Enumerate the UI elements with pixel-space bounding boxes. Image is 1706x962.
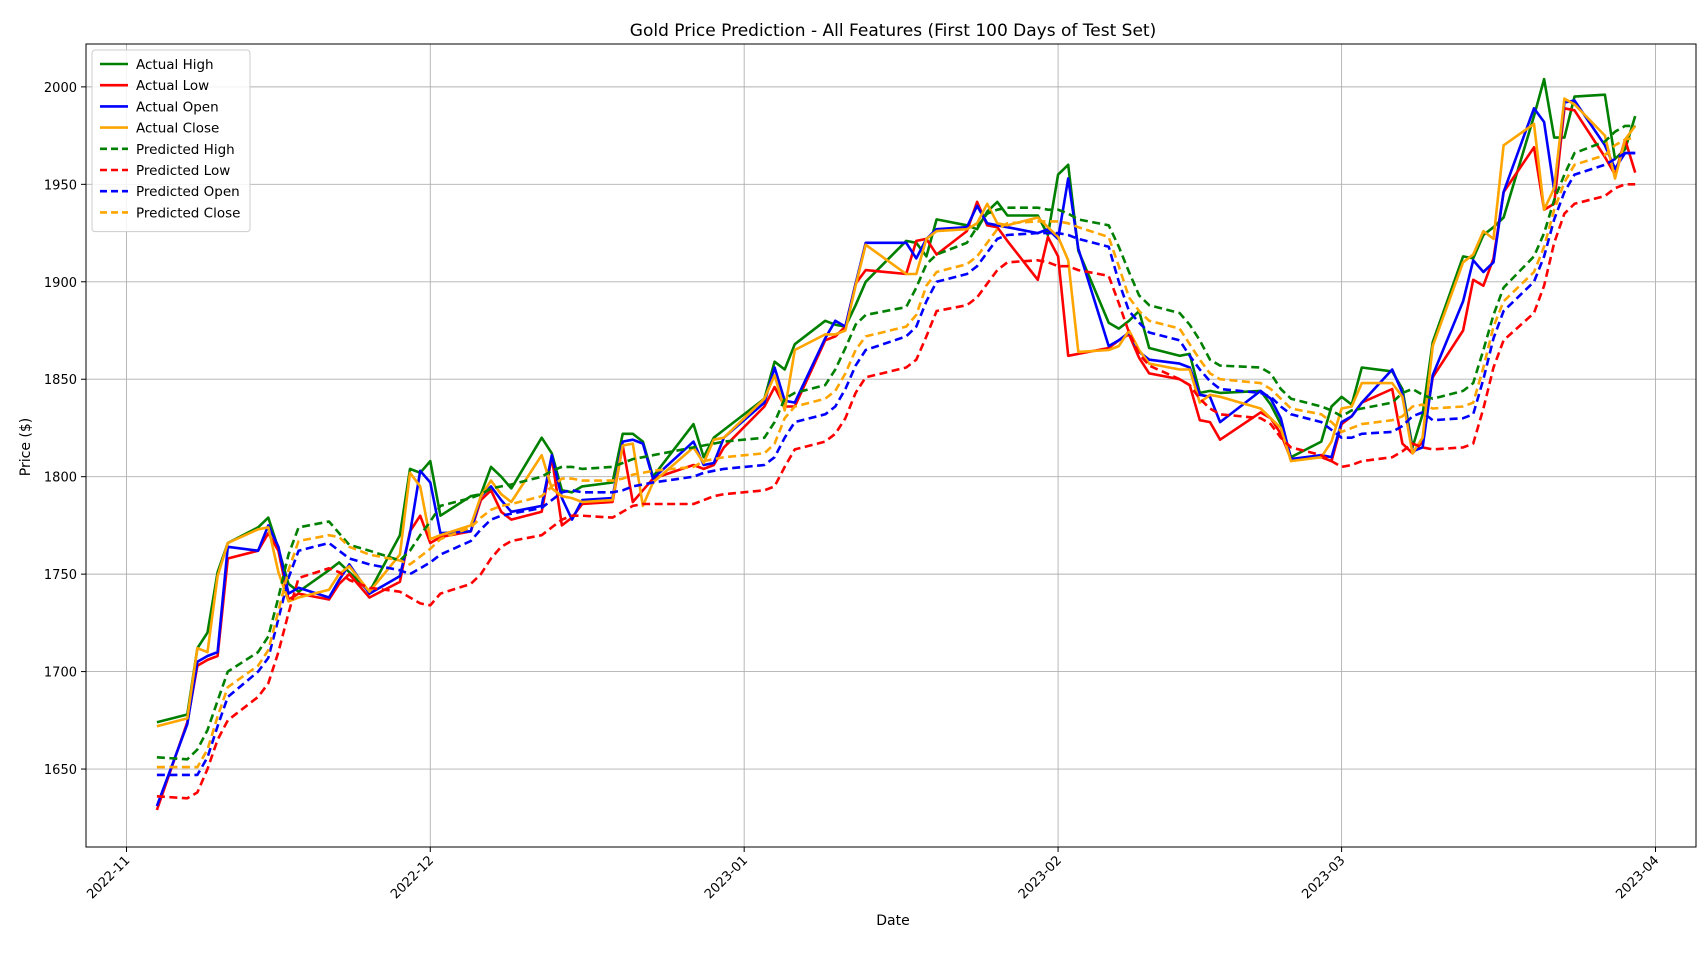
series-layer (155, 77, 1637, 811)
series-predicted-low-line (156, 183, 1636, 800)
legend-label-actual-low: Actual Low (136, 78, 209, 94)
series-predicted-high-line (156, 124, 1636, 761)
legend: Actual High Actual Low Actual Open Actual C… (91, 49, 251, 233)
y-axis-label: Price ($) (18, 418, 34, 476)
y-tick-label: 1650 (44, 763, 77, 778)
chart-title: Gold Price Prediction - All Features (Fi… (630, 21, 1156, 41)
y-tick-label: 1750 (44, 568, 77, 583)
y-axis-ticks: 1650 1700 1750 1800 1850 1900 1950 2000 (44, 81, 86, 778)
series-actual-close-line (156, 97, 1637, 728)
grid-layer (86, 44, 1696, 847)
legend-label-predicted-low: Predicted Low (136, 163, 230, 179)
legend-label-predicted-close: Predicted Close (136, 205, 240, 221)
legend-label-actual-open: Actual Open (136, 99, 219, 115)
legend-label-predicted-high: Predicted High (136, 142, 235, 158)
y-tick-label: 1950 (44, 178, 77, 193)
y-tick-label: 2000 (44, 81, 77, 96)
legend-box (91, 49, 251, 233)
plot-area-frame (85, 43, 1697, 848)
legend-label-actual-close: Actual Close (136, 121, 219, 137)
series-predicted-open-line (156, 151, 1636, 777)
y-tick-label: 1900 (44, 276, 77, 291)
y-tick-label: 1700 (44, 666, 77, 681)
legend-label-predicted-open: Predicted Open (136, 184, 240, 200)
x-axis-label: Date (876, 913, 909, 929)
y-tick-label: 1850 (44, 373, 77, 388)
y-tick-label: 1800 (44, 471, 77, 486)
legend-label-actual-high: Actual High (136, 57, 214, 73)
